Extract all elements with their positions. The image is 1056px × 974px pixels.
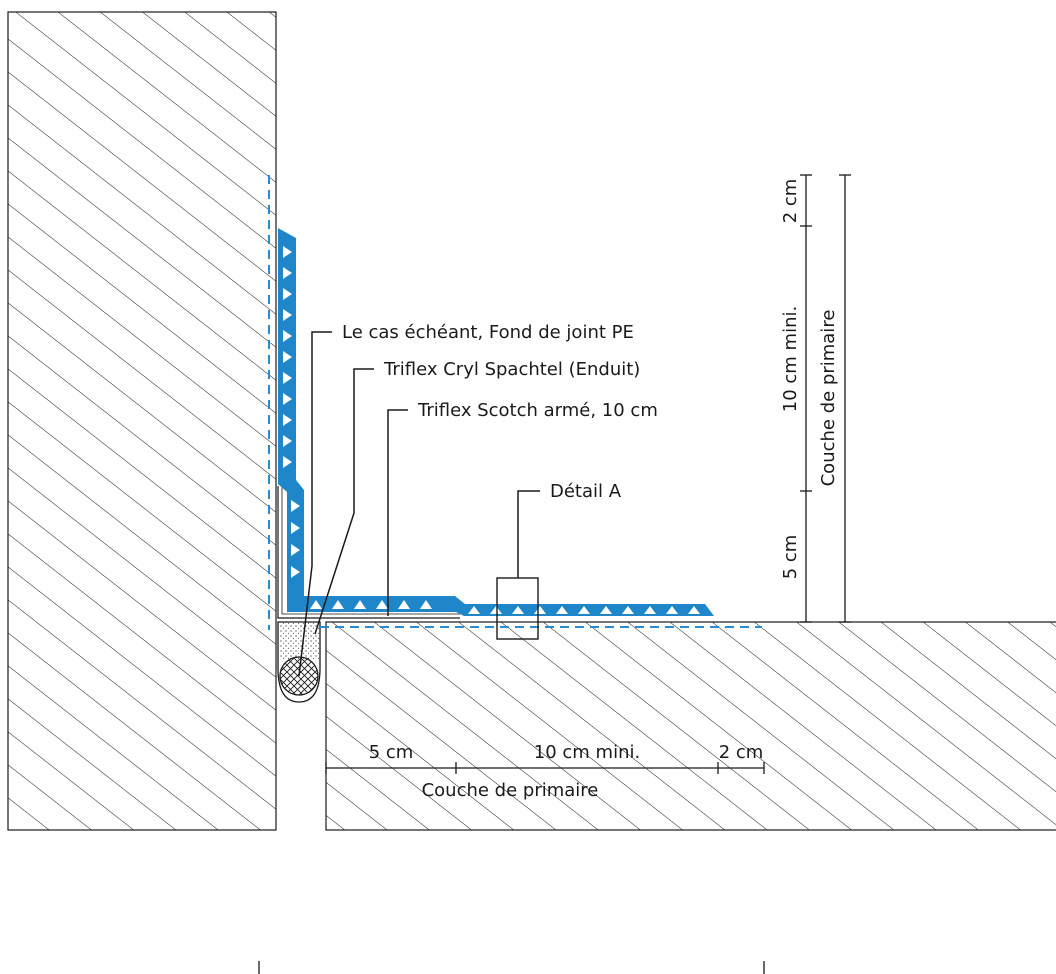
horizontal-dimension: [258, 762, 765, 974]
membrane-triangle: [283, 330, 292, 342]
membrane-triangle: [283, 435, 292, 447]
membrane-triangle: [332, 600, 344, 609]
vdim-bottom-label: 5 cm: [780, 535, 801, 580]
membrane-triangle: [398, 600, 410, 609]
membrane-triangle: [291, 522, 300, 534]
membrane-triangle: [600, 606, 612, 614]
membrane-triangle: [644, 606, 656, 614]
membrane-triangle: [283, 414, 292, 426]
backer-rod-label: Le cas échéant, Fond de joint PE: [342, 322, 634, 343]
detail-a-label: Détail A: [550, 481, 622, 502]
membrane-triangle: [622, 606, 634, 614]
vdim-primer-label: Couche de primaire: [818, 310, 839, 487]
right-slab: [325, 621, 1056, 831]
hdim-primer-label: Couche de primaire: [422, 780, 599, 801]
hdim-left-label: 5 cm: [369, 742, 414, 763]
membrane: [278, 228, 714, 616]
membrane-triangle: [283, 246, 292, 258]
leader-lines: [298, 331, 540, 677]
hdim-right-label: 2 cm: [719, 742, 764, 763]
spachtel-label: Triflex Cryl Spachtel (Enduit): [383, 359, 640, 380]
vdim-middle-label: 10 cm mini.: [780, 306, 801, 412]
membrane-triangle: [666, 606, 678, 614]
membrane-triangle: [283, 351, 292, 363]
vdim-top-label: 2 cm: [780, 179, 801, 224]
membrane-triangle: [556, 606, 568, 614]
membrane-triangle: [688, 606, 700, 614]
membrane-triangle: [283, 372, 292, 384]
scotch-label: Triflex Scotch armé, 10 cm: [417, 400, 658, 421]
membrane-triangle: [291, 566, 300, 578]
membrane-triangle: [534, 606, 546, 614]
scotch-tape: [277, 486, 460, 619]
membrane-triangle: [578, 606, 590, 614]
membrane-triangle: [283, 288, 292, 300]
membrane-triangle: [354, 600, 366, 609]
hdim-middle-label: 10 cm mini.: [534, 742, 640, 763]
membrane-triangle: [283, 309, 292, 321]
left-wall: [7, 11, 277, 831]
membrane-triangle: [376, 600, 388, 609]
primer-line: [268, 175, 762, 630]
membrane-triangle: [291, 544, 300, 556]
membrane-triangle: [283, 456, 292, 468]
membrane-triangle: [468, 606, 480, 614]
membrane-triangle: [512, 606, 524, 614]
membrane-triangle: [283, 393, 292, 405]
membrane-triangle: [283, 267, 292, 279]
membrane-triangle: [291, 500, 300, 512]
membrane-triangle: [420, 600, 432, 609]
vertical-dimension: [800, 174, 851, 623]
membrane-triangle: [490, 606, 502, 614]
membrane-triangle: [310, 600, 322, 609]
